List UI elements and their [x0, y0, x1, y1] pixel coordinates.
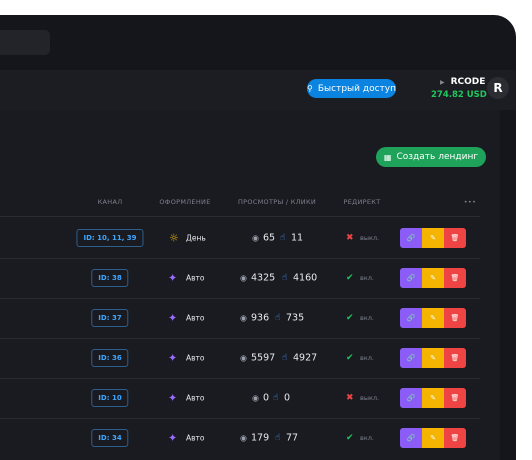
- edit-button[interactable]: ✎: [422, 308, 444, 328]
- edit-button[interactable]: ✎: [422, 428, 444, 448]
- views-icon: ◉: [240, 353, 247, 363]
- create-landing-label: Создать лендинг: [396, 152, 479, 162]
- clicks-icon: ☝: [275, 433, 281, 443]
- delete-button[interactable]: 🗑: [444, 428, 466, 448]
- search-box[interactable]: [0, 30, 50, 55]
- design-icon: ✦: [168, 311, 178, 325]
- clicks-value: 11: [291, 232, 304, 244]
- delete-button[interactable]: 🗑: [444, 388, 466, 408]
- link-button[interactable]: 🔗: [400, 308, 422, 328]
- channel-badge: ID: 34: [91, 429, 129, 447]
- redirect-label: выкл.: [360, 234, 380, 242]
- design-icon: ✦: [168, 351, 178, 365]
- link-button[interactable]: 🔗: [400, 428, 422, 448]
- design-label: Авто: [186, 313, 205, 323]
- views-icon: ◉: [240, 313, 247, 323]
- design-icon: ✦: [168, 391, 178, 405]
- redirect-icon: ✖: [346, 233, 354, 243]
- row-separator: [0, 298, 480, 299]
- link-button[interactable]: 🔗: [400, 228, 422, 248]
- column-header: РЕДИРЕКТ: [343, 198, 381, 206]
- design-label: День: [186, 233, 206, 243]
- views-value: 65: [263, 232, 276, 244]
- redirect-icon: ✔: [346, 353, 354, 363]
- edit-button[interactable]: ✎: [422, 348, 444, 368]
- redirect-label: вкл.: [360, 354, 374, 362]
- clicks-value: 4160: [293, 272, 318, 284]
- channel-badge: ID: 10, 11, 39: [76, 229, 144, 247]
- row-separator: [0, 258, 480, 259]
- redirect-label: вкл.: [360, 274, 374, 282]
- channel-badge: ID: 38: [91, 269, 129, 287]
- design-label: Авто: [186, 433, 205, 443]
- delete-button[interactable]: 🗑: [444, 308, 466, 328]
- column-header[interactable]: •••: [463, 198, 477, 206]
- avatar[interactable]: R: [487, 77, 509, 99]
- delete-button[interactable]: 🗑: [444, 268, 466, 288]
- redirect-icon: ✖: [346, 393, 354, 403]
- views-icon: ◉: [252, 233, 259, 243]
- redirect-label: выкл.: [360, 394, 380, 402]
- link-button[interactable]: 🔗: [400, 268, 422, 288]
- redirect-icon: ✔: [346, 313, 354, 323]
- clicks-icon: ☝: [282, 353, 288, 363]
- channel-badge: ID: 36: [91, 349, 129, 367]
- link-button[interactable]: 🔗: [400, 388, 422, 408]
- row-separator: [0, 338, 480, 339]
- clicks-value: 4927: [293, 352, 318, 364]
- balance: 274.82 USD: [431, 90, 487, 100]
- clicks-value: 0: [284, 392, 291, 404]
- redirect-icon: ✔: [346, 433, 354, 443]
- delete-button[interactable]: 🗑: [444, 348, 466, 368]
- edit-button[interactable]: ✎: [422, 388, 444, 408]
- clicks-icon: ☝: [275, 313, 281, 323]
- design-icon: ☼: [169, 231, 179, 245]
- clicks-icon: ☝: [280, 233, 286, 243]
- link-button[interactable]: 🔗: [400, 348, 422, 368]
- clicks-value: 735: [286, 312, 305, 324]
- views-icon: ◉: [240, 273, 247, 283]
- design-label: Авто: [186, 393, 205, 403]
- views-value: 0: [263, 392, 270, 404]
- design-label: Авто: [186, 273, 205, 283]
- views-value: 4325: [251, 272, 276, 284]
- design-icon: ✦: [168, 431, 178, 445]
- design-icon: ✦: [168, 271, 178, 285]
- views-value: 936: [251, 312, 270, 324]
- app: ⚲ Быстрый доступ ▶ RCODE 274.82 USD R ▦ Соз…: [0, 15, 516, 460]
- clicks-icon: ☝: [273, 393, 279, 403]
- edit-button[interactable]: ✎: [422, 268, 444, 288]
- redirect-icon: ✔: [346, 273, 354, 283]
- delete-button[interactable]: 🗑: [444, 228, 466, 248]
- views-value: 179: [251, 432, 270, 444]
- channel-badge: ID: 37: [91, 309, 129, 327]
- design-label: Авто: [186, 353, 205, 363]
- clicks-value: 77: [286, 432, 299, 444]
- edit-button[interactable]: ✎: [422, 228, 444, 248]
- channel-badge: ID: 10: [91, 389, 129, 407]
- views-value: 5597: [251, 352, 276, 364]
- row-separator: [0, 418, 480, 419]
- column-header: ПРОСМОТРЫ / КЛИКИ: [237, 198, 317, 206]
- column-header: ОФОРМЛЕНИЕ: [159, 198, 211, 206]
- views-icon: ◉: [240, 433, 247, 443]
- quick-access-label: Быстрый доступ: [317, 83, 396, 94]
- redirect-label: вкл.: [360, 314, 374, 322]
- user-name: ▶ RCODE: [440, 77, 486, 87]
- table: КАНАЛ ОФОРМЛЕНИЕ ПРОСМОТРЫ / КЛИКИ РЕДИРЕКТ…: [0, 15, 516, 460]
- create-landing-button[interactable]: ▦ Создать лендинг: [376, 147, 486, 167]
- redirect-label: вкл.: [360, 434, 374, 442]
- quick-access-button[interactable]: ⚲ Быстрый доступ: [307, 79, 396, 98]
- user-label: RCODE: [450, 77, 486, 87]
- header-separator: [0, 216, 480, 217]
- column-header: КАНАЛ: [97, 198, 123, 206]
- clicks-icon: ☝: [282, 273, 288, 283]
- views-icon: ◉: [252, 393, 259, 403]
- header-bar: [0, 70, 516, 110]
- row-separator: [0, 378, 480, 379]
